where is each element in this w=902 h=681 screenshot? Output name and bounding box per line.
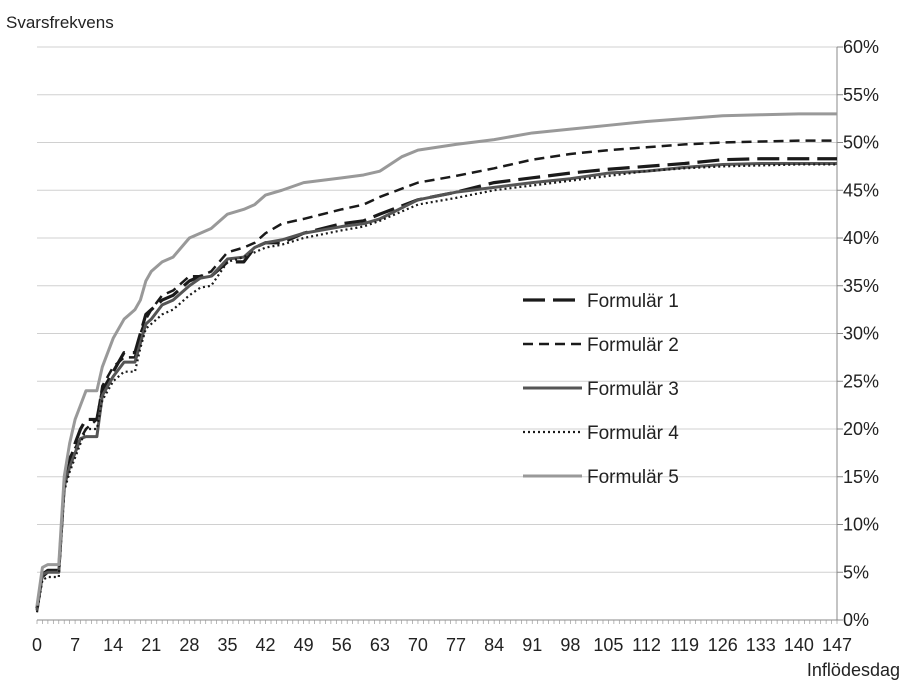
x-tick-label: 21 [141,635,161,655]
x-tick-label: 0 [32,635,42,655]
x-tick-label: 98 [560,635,580,655]
series-line-3 [35,162,837,611]
gridlines [37,46,843,621]
x-axis-title: Inflödesdag [807,660,900,680]
x-tick-label: 14 [103,635,123,655]
x-tick-label: 28 [179,635,199,655]
x-tick-label: 91 [522,635,542,655]
series-lines [35,112,837,613]
x-tick-label: 133 [746,635,776,655]
y-tick-label: 45% [843,180,879,200]
y-axis-title: Svarsfrekvens [6,13,114,32]
legend-label-3: Formulär 3 [587,379,679,400]
x-tick-label: 84 [484,635,504,655]
legend-label-2: Formulär 2 [587,335,679,356]
x-tick-label: 105 [593,635,623,655]
x-tick-label: 119 [670,635,699,655]
x-tick-label: 147 [822,635,852,655]
y-tick-label: 55% [843,85,879,105]
y-tick-label: 25% [843,371,879,391]
series-line-2 [35,139,837,609]
axes [36,47,838,624]
y-tick-label: 10% [843,515,879,535]
legend-label-4: Formulär 4 [587,423,679,444]
y-tick-labels: 0% 5% 10% 15% 20% 25% 30% 35% 40% 45% 50% 55% 60% [843,37,879,630]
y-tick-label: 0% [843,610,869,630]
x-tick-label: 140 [784,635,814,655]
x-tick-label: 112 [632,635,661,655]
x-tick-label: 70 [408,635,428,655]
series-line-4 [35,163,837,613]
x-tick-labels: 0 7 14 21 28 35 42 49 56 63 70 77 84 91 98 105 112 119 126… [32,635,852,655]
x-tick-label: 63 [370,635,390,655]
legend-label-1: Formulär 1 [587,291,679,312]
x-tick-label: 49 [294,635,314,655]
y-tick-label: 50% [843,133,879,153]
y-tick-label: 15% [843,467,879,487]
y-tick-label: 30% [843,324,879,344]
x-tick-label: 126 [708,635,738,655]
x-tick-label: 77 [446,635,466,655]
legend: Formulär 1 Formulär 2 Formulär 3 Formulär 4… [523,291,679,488]
y-tick-label: 5% [843,562,869,582]
legend-label-5: Formulär 5 [587,467,679,488]
x-tick-label: 42 [256,635,276,655]
y-tick-label: 20% [843,419,879,439]
x-tick-label: 56 [332,635,352,655]
y-tick-label: 35% [843,276,879,296]
series-line-5 [35,112,837,606]
x-tick-label: 35 [217,635,237,655]
series-line-1 [35,157,837,609]
x-tick-label: 7 [70,635,80,655]
y-tick-label: 40% [843,228,879,248]
y-tick-label: 60% [843,37,879,57]
